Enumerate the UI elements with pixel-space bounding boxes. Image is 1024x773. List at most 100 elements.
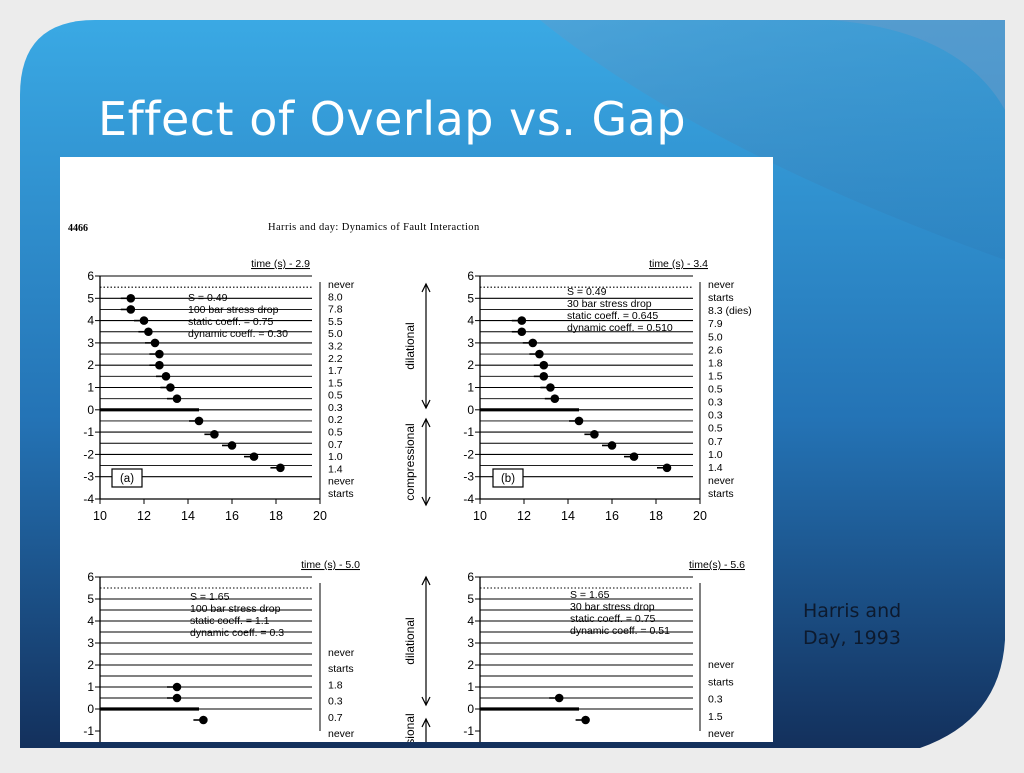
side-label: 0.3 [708,694,723,706]
side-label: 5.5 [328,316,343,328]
x-tick-label: 20 [693,509,707,523]
x-tick-label: 18 [269,509,283,523]
side-label: 1.4 [328,463,343,475]
side-label: 0.2 [328,414,343,426]
side-label: 1.5 [328,377,343,389]
arrow-head [421,399,431,410]
y-tick-label: 1 [467,680,474,694]
side-label: 0.5 [328,390,343,402]
data-point [155,349,164,359]
annotation-text: S = 0.49 [567,286,607,298]
side-label: never [708,475,735,487]
side-label: 8.0 [328,291,343,303]
panel-label-box [111,468,143,488]
side-label: 0.7 [328,439,343,451]
y-tick-label: 5 [467,592,474,606]
side-label: 1.5 [708,711,723,723]
y-tick-label: -3 [83,470,94,484]
annotation-text: S = 1.65 [190,591,230,603]
y-tick-label: 6 [467,570,474,584]
x-tick-label: 14 [181,509,195,523]
side-label: 0.5 [708,423,723,435]
data-point [539,372,549,381]
side-label: 0.3 [328,402,343,414]
side-label: 7.8 [328,304,343,316]
y-tick-label: -1 [463,425,474,439]
data-point [172,693,182,703]
y-tick-label: 3 [467,636,474,650]
y-tick-label: 0 [467,403,474,417]
data-point [155,360,164,370]
data-point [550,394,560,403]
panel-label: (b) [501,473,515,485]
side-label: 0.7 [708,436,723,448]
y-tick-label: -1 [83,724,94,738]
y-tick-label: 5 [467,291,474,305]
x-tick-label: 10 [473,509,487,523]
annotation-text: dynamic coeff. = 0.30 [188,328,288,340]
time-label: time(s) - 5.6 [689,559,745,571]
annotation-text: dynamic coeff. = 0.3 [190,627,284,639]
y-tick-label: 1 [87,381,94,395]
citation-line: Day, 1993 [803,627,901,649]
y-tick-label: 5 [87,291,94,305]
axis-label-mask [404,611,418,671]
time-label: time (s) - 5.0 [301,559,360,571]
side-label: never [328,279,355,291]
x-tick-label: 16 [605,509,619,523]
axis-label-mask [404,416,418,508]
y-tick-label: 0 [87,702,94,716]
data-point [517,316,527,325]
side-label: 2.2 [328,353,343,365]
data-point [581,715,590,725]
side-label: 1.8 [708,357,723,369]
axis-label-compressional: sional [403,713,417,742]
x-tick-label: 16 [225,509,239,523]
x-tick-label: 18 [649,509,663,523]
annotation-text: 30 bar stress drop [567,298,652,310]
side-label: 1.8 [328,679,343,691]
annotation-text: static coeff. = 0.75 [188,316,273,328]
x-tick-label: 10 [93,509,107,523]
y-tick-label: -4 [463,492,474,506]
data-point [249,452,259,461]
side-label: starts [708,676,734,688]
y-tick-label: 2 [467,658,474,672]
side-label: 0.5 [708,384,723,396]
annotation-text: dynamic coeff. = 0.51 [570,625,670,637]
y-tick-label: 2 [467,358,474,372]
side-label: 0.7 [328,712,343,724]
side-label: 7.9 [708,318,723,330]
y-tick-label: 6 [467,269,474,283]
annotation-text: static coeff. = 1.1 [190,615,270,627]
y-tick-label: 4 [87,614,94,628]
data-point [629,452,639,461]
arrow-head [421,575,431,586]
side-label: 2.6 [708,344,723,356]
side-label: 0.3 [708,410,723,422]
axis-label-dilational: dilational [403,617,417,664]
side-label: 8.3 (dies) [708,305,752,317]
side-label: 5.0 [328,328,343,340]
side-label: 1.4 [708,462,723,474]
time-label: time (s) - 2.9 [251,258,310,270]
y-tick-label: 3 [467,336,474,350]
y-tick-label: 3 [87,636,94,650]
y-tick-label: 0 [87,403,94,417]
citation-line: Harris and [803,600,902,622]
data-point [227,441,237,450]
side-label: never [328,476,355,488]
side-label: 1.7 [328,365,343,377]
y-tick-label: -1 [83,425,94,439]
arrow-head [421,717,431,728]
data-point [539,360,549,370]
data-point [517,327,527,337]
data-point [126,305,136,314]
y-tick-label: -4 [83,492,94,506]
side-label: starts [328,488,354,500]
annotation-text: dynamic coeff. = 0.510 [567,322,673,334]
y-tick-label: 6 [87,570,94,584]
annotation-text: 100 bar stress drop [188,304,279,316]
axis-label-compressional: compressional [403,423,417,500]
data-point [607,441,617,450]
